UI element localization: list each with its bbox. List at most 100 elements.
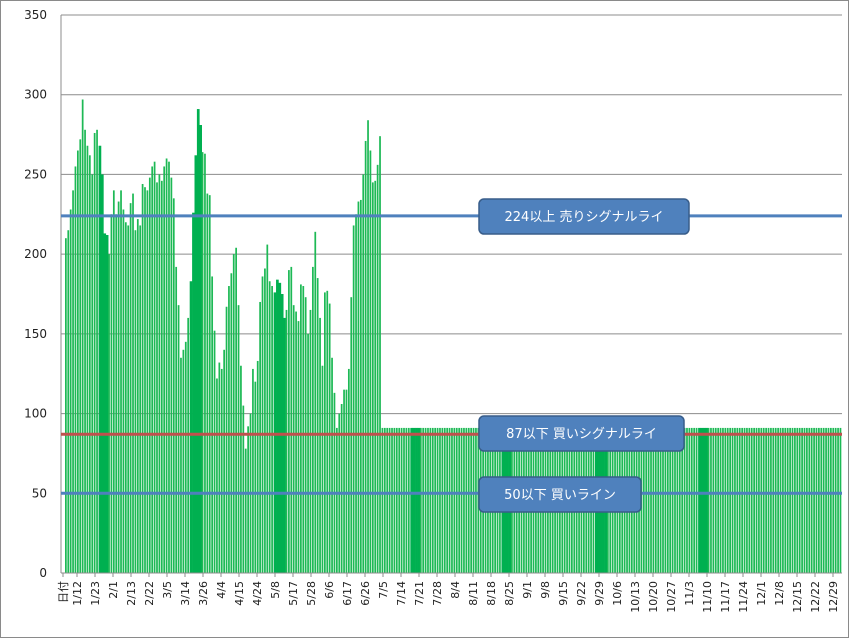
bar xyxy=(345,389,348,573)
bar xyxy=(103,233,107,574)
bar xyxy=(808,427,811,573)
bar xyxy=(340,404,343,573)
bar xyxy=(292,305,295,573)
bar xyxy=(463,427,465,573)
callout-label: 50以下 買いライン xyxy=(504,488,616,503)
bar xyxy=(705,427,709,573)
x-tick-label: 12/29 xyxy=(827,581,840,613)
bar xyxy=(314,231,317,573)
bar xyxy=(112,190,115,573)
bar xyxy=(762,427,765,573)
bar xyxy=(381,427,384,573)
bar xyxy=(278,282,282,573)
bar xyxy=(297,321,300,573)
bar xyxy=(412,427,416,573)
bar xyxy=(753,427,755,573)
bar xyxy=(403,427,405,573)
x-tick-label: 11/10 xyxy=(701,581,714,613)
bar xyxy=(698,427,701,573)
bar xyxy=(93,132,96,574)
bar xyxy=(295,311,297,573)
bar xyxy=(429,427,432,573)
bar xyxy=(707,427,710,573)
callout-box xyxy=(478,198,690,235)
bar xyxy=(316,278,319,573)
bar xyxy=(357,201,360,573)
bar xyxy=(312,266,314,573)
bar xyxy=(88,155,91,574)
bar xyxy=(702,427,706,573)
axis-layer: 0 50 100 150 200 250 300 350 日付 1/12 1/23 2/1 2/13 2/… xyxy=(24,8,842,613)
bar xyxy=(204,153,206,573)
bar xyxy=(657,427,660,573)
bar xyxy=(319,317,321,573)
bar xyxy=(465,427,468,573)
bar xyxy=(700,427,704,573)
bar xyxy=(741,427,744,573)
bar xyxy=(683,427,686,573)
bar xyxy=(796,427,799,573)
x-tick-label: 3/14 xyxy=(179,581,192,606)
bar xyxy=(434,427,437,573)
x-tick-label: 3/5 xyxy=(161,581,174,599)
bar xyxy=(827,427,830,573)
bar xyxy=(321,365,324,573)
bar xyxy=(813,427,815,573)
bar xyxy=(722,427,724,573)
x-tick-label: 9/15 xyxy=(557,581,570,606)
bar xyxy=(201,152,204,574)
x-tick-label: 5/8 xyxy=(269,581,282,599)
bar xyxy=(273,292,277,573)
x-tick-label: 日付 xyxy=(57,581,70,603)
x-tick-label: 2/13 xyxy=(125,581,138,606)
bar xyxy=(192,212,195,573)
bar xyxy=(654,427,657,573)
bar xyxy=(803,427,806,573)
bar xyxy=(729,427,732,573)
bar xyxy=(156,182,158,573)
bar xyxy=(647,427,650,573)
bar xyxy=(100,174,104,573)
bar xyxy=(175,266,178,573)
bar xyxy=(199,125,202,573)
x-tick-label: 6/17 xyxy=(341,581,354,606)
bar xyxy=(105,235,109,573)
bar xyxy=(830,427,832,573)
bar xyxy=(331,357,333,573)
bar xyxy=(81,99,84,573)
x-tick-label: 4/15 xyxy=(233,581,246,606)
y-tick-label: 0 xyxy=(39,566,47,580)
bar xyxy=(196,109,200,573)
bar xyxy=(223,349,226,573)
x-tick-label: 2/22 xyxy=(143,581,156,606)
bar xyxy=(659,427,662,573)
bar xyxy=(405,427,408,573)
bar xyxy=(237,305,240,573)
bar xyxy=(746,427,748,573)
bar xyxy=(254,381,257,573)
bar xyxy=(400,427,403,573)
y-tick-label: 250 xyxy=(24,167,47,181)
bar xyxy=(395,427,398,573)
bar xyxy=(261,276,264,573)
bar xyxy=(470,427,473,573)
bar xyxy=(79,139,82,573)
bar xyxy=(144,187,146,573)
bar xyxy=(475,427,477,573)
bar xyxy=(750,427,753,573)
bar xyxy=(108,254,110,573)
bar xyxy=(376,164,379,574)
bar xyxy=(407,427,410,573)
bar xyxy=(189,281,193,573)
bar xyxy=(415,427,418,573)
bar xyxy=(127,225,130,573)
bar xyxy=(206,193,209,573)
bar xyxy=(134,230,137,574)
x-tick-label: 6/6 xyxy=(323,581,336,599)
bar xyxy=(379,136,381,574)
bar xyxy=(91,174,94,573)
bar xyxy=(347,368,350,573)
bar xyxy=(84,129,86,574)
bar xyxy=(220,368,223,573)
bar xyxy=(352,225,355,573)
